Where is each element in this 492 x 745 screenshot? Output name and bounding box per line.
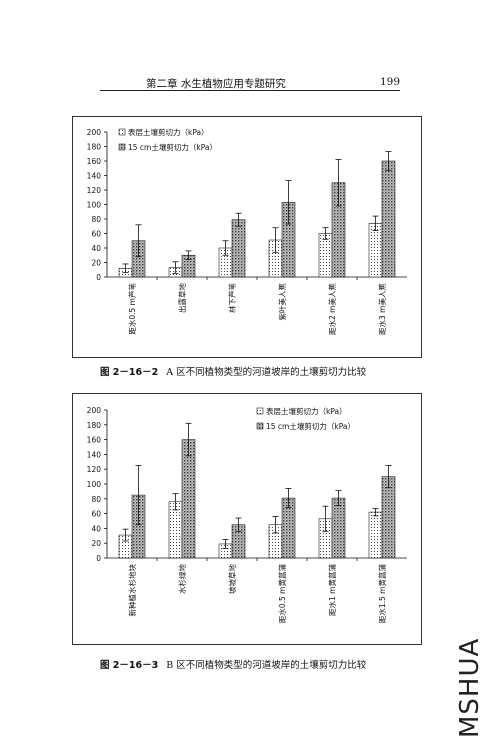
figure-number: 图 2－16－3 [100,660,159,671]
x-tick-label: 坡坡草地 [227,564,237,594]
bar [331,497,346,559]
watermark: MSHUA [449,620,489,745]
y-tick-label: 200 [87,406,102,415]
x-tick-label: 水杉绿地 [177,564,187,594]
legend-swatch [256,422,264,430]
y-tick-label: 160 [87,157,102,166]
y-tick-label: 120 [87,186,102,195]
x-tick-label: 距水0.5 m芦苇 [127,283,137,335]
y-tick-label: 140 [87,172,102,181]
x-tick-label: 林下芦苇 [227,283,237,313]
bar [368,511,383,559]
y-tick-label: 40 [91,244,101,253]
y-tick-label: 180 [87,421,102,430]
x-tick-label: 距水3 m美人蕉 [377,283,387,335]
x-tick-label: 距水2 m美人蕉 [327,283,337,335]
y-tick-label: 60 [91,230,101,239]
figure-caption-b: 图 2－16－3 B 区不同植物类型的河道坡岸的土壤剪切力比较 [100,657,366,671]
y-tick-label: 80 [91,495,101,504]
y-tick-label: 100 [87,201,102,210]
watermark-text: MSHUA [455,637,485,738]
x-tick-label: 距水0.5 m黄菖蒲 [277,564,287,624]
legend-label: 表层土壤剪切力（kPa） [266,406,347,416]
y-tick-label: 0 [96,273,101,282]
y-tick-label: 60 [91,510,101,519]
y-tick-label: 120 [87,465,102,474]
chart-panel-b: 0 20 40 60 80 100 120 140 160 180 200 新种植水杉地块 水杉绿地 坡坡… [72,393,422,645]
figure-caption-text: B 区不同植物类型的河道坡岸的土壤剪切力比较 [166,660,367,671]
bar [181,439,196,559]
y-tick-label: 180 [87,143,102,152]
y-tick-label: 40 [91,524,101,533]
y-tick-label: 100 [87,480,102,489]
chart-panel-a: 0 20 40 60 80 100 120 140 160 180 200 距水0.5 m芦苇 出露草地… [72,116,422,358]
y-tick-label: 20 [91,539,101,548]
figure-caption-a: 图 2－16－2 A 区不同植物类型的河道坡岸的土壤剪切力比较 [100,364,366,378]
y-tick-label: 200 [87,128,102,137]
legend-label: 表层土壤剪切力（kPa） [128,127,209,137]
chart-a: 0 20 40 60 80 100 120 140 160 180 200 距水0.5 m芦苇 出露草地… [87,127,407,335]
page-header: 第二章 水生植物应用专题研究 199 [100,76,400,90]
legend-swatch [118,143,126,151]
chapter-title: 第二章 水生植物应用专题研究 [146,78,286,90]
legend-swatch [118,128,126,136]
x-tick-label: 距水1.5 m黄菖蒲 [377,564,387,624]
legend-label: 15 cm土壤剪切力（kPa） [128,142,217,152]
page-number: 199 [379,76,400,88]
bar [381,476,396,559]
x-tick-label: 新种植水杉地块 [127,564,137,617]
y-tick-label: 80 [91,215,101,224]
bar [318,233,333,278]
x-tick-label: 距水1 m黄菖蒲 [327,564,337,616]
x-tick-label: 紫叶美人蕉 [277,283,287,321]
legend-label: 15 cm土壤剪切力（kPa） [266,421,355,431]
y-tick-label: 20 [91,259,101,268]
bar [381,160,396,278]
y-tick-label: 0 [96,554,101,563]
header-rule [100,90,400,91]
y-tick-label: 160 [87,436,102,445]
chart-b: 0 20 40 60 80 100 120 140 160 180 200 新种植水杉地块 水杉绿地 坡坡… [87,406,407,624]
figure-number: 图 2－16－2 [100,367,159,378]
bar [368,223,383,278]
legend-swatch [256,407,264,415]
y-tick-label: 140 [87,450,102,459]
figure-caption-text: A 区不同植物类型的河道坡岸的土壤剪切力比较 [166,367,367,378]
bar [231,219,246,278]
x-tick-label: 出露草地 [177,283,187,313]
